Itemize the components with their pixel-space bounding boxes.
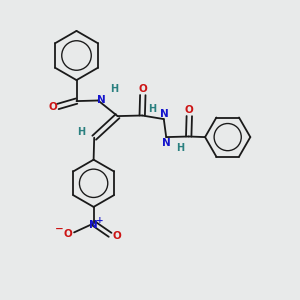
Text: O: O [63, 229, 72, 239]
Text: H: H [110, 84, 118, 94]
Text: O: O [48, 101, 57, 112]
Text: N: N [162, 137, 171, 148]
Text: +: + [96, 216, 104, 225]
Text: N: N [88, 220, 98, 230]
Text: O: O [185, 105, 194, 115]
Text: N: N [97, 95, 106, 105]
Text: H: H [176, 142, 184, 153]
Text: N: N [160, 109, 169, 119]
Text: H: H [148, 103, 157, 114]
Text: −: − [55, 224, 64, 234]
Text: O: O [138, 84, 147, 94]
Text: H: H [77, 127, 86, 137]
Text: O: O [112, 231, 121, 241]
